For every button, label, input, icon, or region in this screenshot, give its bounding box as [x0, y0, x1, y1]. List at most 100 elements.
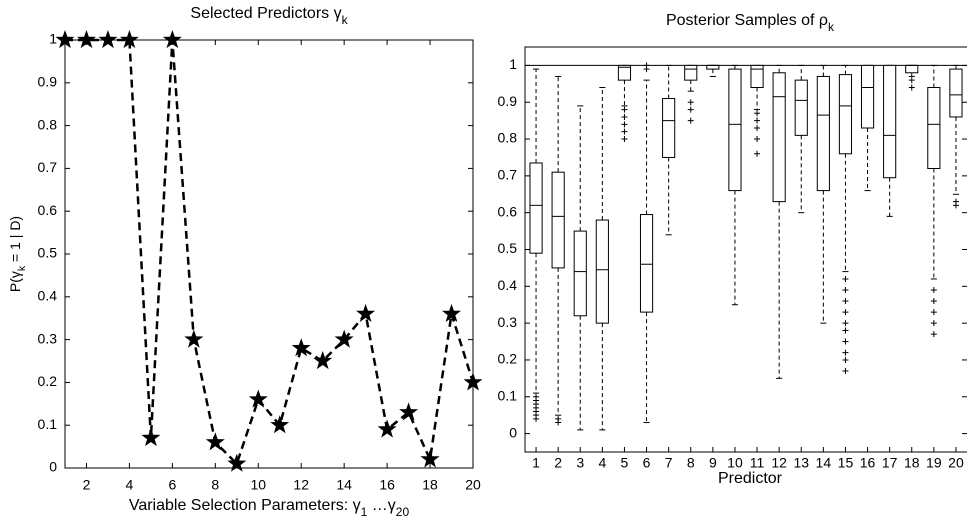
box	[927, 87, 941, 169]
y-tick-label: 0	[49, 459, 57, 475]
chart-title-part: k	[828, 20, 835, 34]
x-tick-label: 14	[336, 477, 352, 493]
y-tick-label: 0.9	[498, 93, 518, 109]
star-marker	[162, 30, 182, 49]
outlier	[842, 320, 849, 327]
y-tick-label: 0.1	[498, 387, 518, 403]
star-marker	[205, 432, 225, 451]
outlier	[930, 331, 937, 338]
outlier	[754, 117, 761, 124]
x-axis-label-part: 20	[396, 505, 410, 519]
box	[728, 68, 742, 192]
y-tick-label: 0.2	[498, 351, 518, 367]
x-axis-label-part: 1	[361, 505, 368, 519]
x-tick-label: 8	[687, 455, 695, 471]
outlier	[687, 106, 694, 113]
box	[595, 219, 609, 324]
outlier	[621, 121, 628, 128]
y-tick-label: 0.6	[38, 202, 58, 218]
box	[750, 64, 764, 88]
y-axis-label-part: k	[16, 265, 28, 271]
outlier	[842, 309, 849, 316]
box	[684, 64, 698, 81]
chart-title-part: Selected Predictors γ	[190, 5, 341, 22]
chart-title: Selected Predictors γk	[190, 5, 348, 27]
y-tick-label: 0.1	[38, 416, 58, 432]
star-marker	[377, 419, 397, 438]
x-axis-label-part: Predictor	[718, 470, 783, 487]
box	[551, 171, 565, 269]
y-axis-label-part: P(γ	[7, 271, 23, 292]
outlier	[621, 113, 628, 120]
outlier	[754, 110, 761, 117]
box	[949, 68, 963, 118]
star-marker	[248, 389, 268, 408]
series-line	[65, 38, 475, 467]
y-tick-label: 0.3	[498, 314, 518, 330]
box	[706, 64, 720, 70]
chart-title-part: Posterior Samples of ρ	[666, 12, 828, 29]
star-marker	[141, 428, 161, 447]
star-marker	[270, 415, 290, 434]
outlier	[842, 327, 849, 334]
outlier	[908, 77, 915, 84]
x-tick-label: 12	[293, 477, 309, 493]
star-marker	[98, 30, 118, 49]
outlier	[754, 136, 761, 143]
plot-area	[524, 46, 967, 453]
star-marker	[420, 449, 440, 468]
y-axis-label-part: = 1 | D)	[7, 216, 23, 266]
y-tick-label: 0.4	[38, 288, 58, 304]
x-tick-label: 6	[643, 455, 651, 471]
x-tick-label: 3	[576, 455, 584, 471]
star-marker	[119, 30, 139, 49]
box	[860, 64, 875, 129]
box	[662, 98, 676, 158]
star-marker	[184, 329, 204, 348]
y-tick-label: 0.5	[38, 245, 58, 261]
y-tick-label: 0	[509, 424, 517, 440]
star-marker	[399, 402, 419, 421]
x-tick-label: 16	[379, 477, 395, 493]
outlier	[621, 106, 628, 113]
outlier	[533, 393, 540, 400]
outlier	[842, 356, 849, 363]
y-tick-label: 0.9	[38, 74, 58, 90]
x-tick-label: 19	[926, 455, 942, 471]
x-tick-label: 16	[860, 455, 876, 471]
plot-area	[64, 39, 474, 469]
outlier	[930, 320, 937, 327]
outlier	[754, 125, 761, 131]
y-tick-label: 0.7	[38, 159, 58, 175]
outlier	[687, 99, 694, 106]
x-tick-label: 17	[882, 455, 898, 471]
y-tick-label: 1	[49, 31, 57, 47]
chart-title-part: k	[342, 13, 349, 27]
x-tick-label: 9	[709, 455, 717, 471]
x-tick-label: 13	[793, 455, 809, 471]
box	[772, 72, 786, 203]
outlier	[908, 84, 915, 91]
outlier	[643, 62, 650, 69]
box	[617, 64, 632, 81]
box	[816, 75, 830, 192]
x-tick-label: 2	[554, 455, 562, 471]
box	[573, 230, 587, 317]
x-axis-label-part: …γ	[367, 497, 395, 514]
y-tick-label: 0.6	[498, 203, 518, 219]
y-tick-label: 0.4	[498, 277, 518, 293]
x-tick-label: 20	[465, 477, 481, 493]
outlier	[842, 298, 849, 305]
box	[905, 64, 919, 74]
box	[529, 162, 543, 254]
box	[838, 74, 853, 155]
outlier	[842, 368, 849, 374]
star-marker	[77, 30, 96, 49]
x-tick-label: 18	[904, 455, 920, 471]
star-marker	[313, 351, 333, 370]
outlier	[754, 150, 761, 157]
x-axis-label: Predictor	[718, 470, 783, 487]
y-tick-label: 1	[509, 56, 517, 72]
outlier	[621, 136, 628, 143]
x-tick-label: 11	[750, 455, 765, 471]
